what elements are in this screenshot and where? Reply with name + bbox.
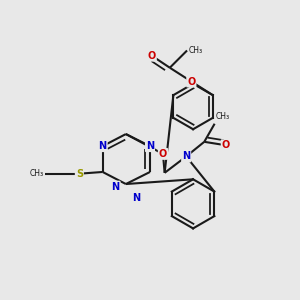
Text: N: N: [112, 182, 120, 192]
Text: N: N: [182, 152, 190, 161]
Text: CH₃: CH₃: [188, 46, 203, 55]
Text: S: S: [76, 169, 83, 179]
Text: O: O: [148, 51, 156, 61]
Text: N: N: [132, 193, 140, 203]
Text: CH₃: CH₃: [216, 112, 230, 121]
Text: CH₃: CH₃: [29, 169, 44, 178]
Text: O: O: [222, 140, 230, 150]
Text: O: O: [159, 149, 167, 159]
Text: N: N: [146, 141, 154, 151]
Text: O: O: [187, 76, 196, 86]
Text: N: N: [99, 141, 107, 151]
